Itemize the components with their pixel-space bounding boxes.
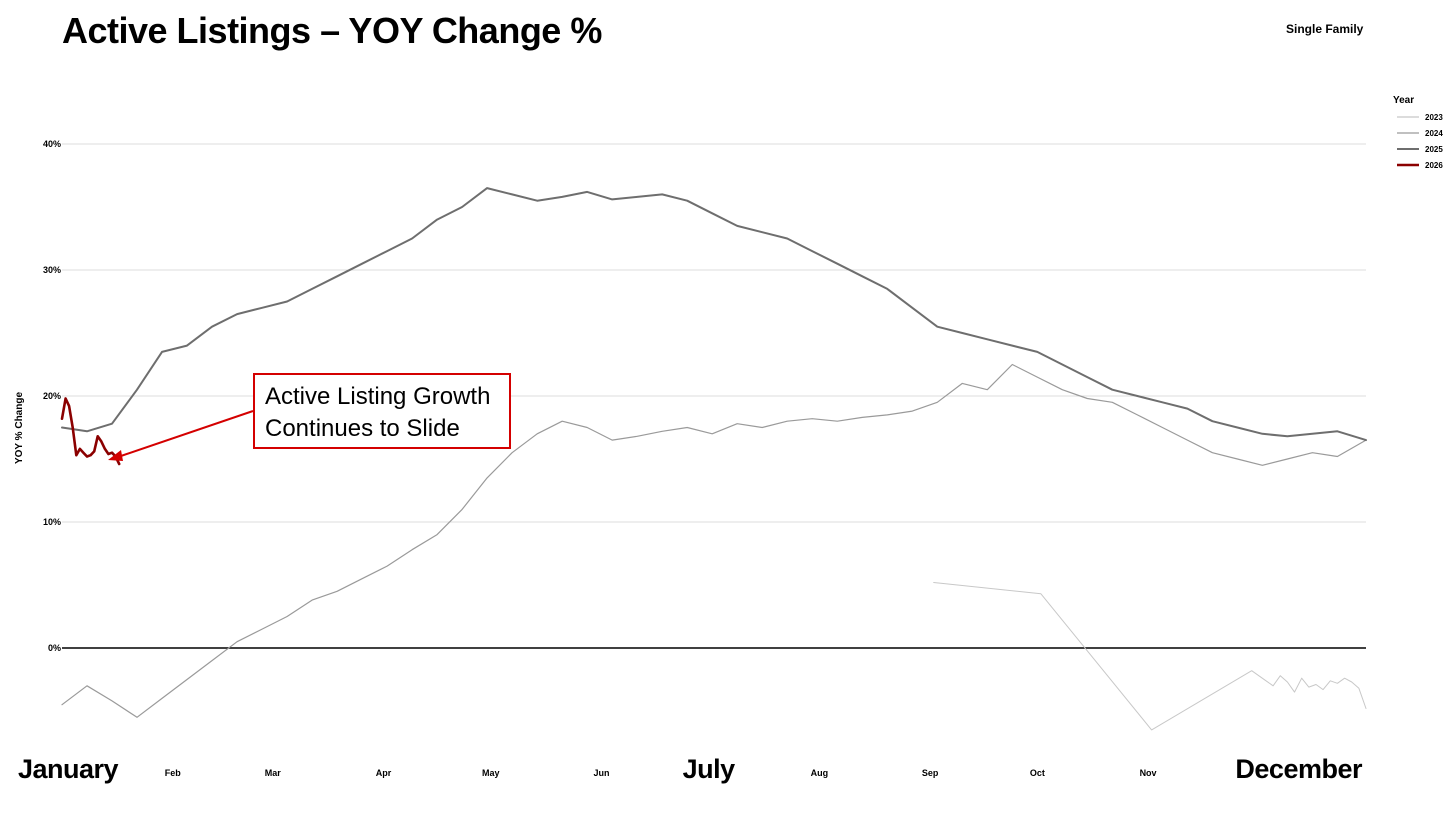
x-tick-label: Nov xyxy=(1140,768,1157,778)
legend-label: 2026 xyxy=(1425,161,1443,170)
arrow-head xyxy=(108,450,123,461)
series-line-2023 xyxy=(933,582,1367,731)
series-line-2024 xyxy=(61,363,1367,718)
annotation-line-2: Continues to Slide xyxy=(265,415,460,442)
legend-label: 2024 xyxy=(1425,129,1443,138)
series-line-2026 xyxy=(60,397,121,466)
annotation-line-1: Active Listing Growth xyxy=(265,383,491,410)
y-axis-ticks: 0% 10% 20% 30% 40% xyxy=(43,139,61,653)
x-tick-label: Feb xyxy=(165,768,182,778)
y-tick-label: 40% xyxy=(43,139,61,149)
legend-title: Year xyxy=(1393,95,1414,106)
y-axis-label: YOY % Change xyxy=(14,392,25,464)
x-tick-label: Aug xyxy=(811,768,829,778)
x-tick-label: Jun xyxy=(593,768,609,778)
arrow-shaft xyxy=(117,410,254,458)
y-tick-label: 30% xyxy=(43,265,61,275)
y-tick-label: 20% xyxy=(43,391,61,401)
x-tick-label: Oct xyxy=(1030,768,1045,778)
y-tick-label: 0% xyxy=(48,643,61,653)
y-tick-label: 10% xyxy=(43,517,61,527)
x-axis-ticks: January Feb Mar Apr May Jun July Aug Sep Oct Nov De… xyxy=(18,754,1363,784)
series-lines xyxy=(60,187,1367,731)
legend-label: 2023 xyxy=(1425,113,1443,122)
x-tick-label: May xyxy=(482,768,500,778)
chart-title: Active Listings – YOY Change % xyxy=(62,10,602,51)
x-tick-label: January xyxy=(18,754,119,784)
gridlines xyxy=(62,143,1366,649)
annotation-arrow xyxy=(108,410,254,461)
x-tick-label: December xyxy=(1235,754,1363,784)
chart-subtitle: Single Family xyxy=(1286,22,1364,36)
x-tick-label: Apr xyxy=(376,768,392,778)
x-tick-label: Mar xyxy=(265,768,282,778)
x-tick-label: Sep xyxy=(922,768,939,778)
legend: Year 2023 2024 2025 2026 xyxy=(1393,95,1443,170)
annotation-box: Active Listing Growth Continues to Slide xyxy=(253,373,511,449)
legend-label: 2025 xyxy=(1425,145,1443,154)
x-tick-label: July xyxy=(683,754,736,784)
series-line-2025 xyxy=(61,187,1367,442)
